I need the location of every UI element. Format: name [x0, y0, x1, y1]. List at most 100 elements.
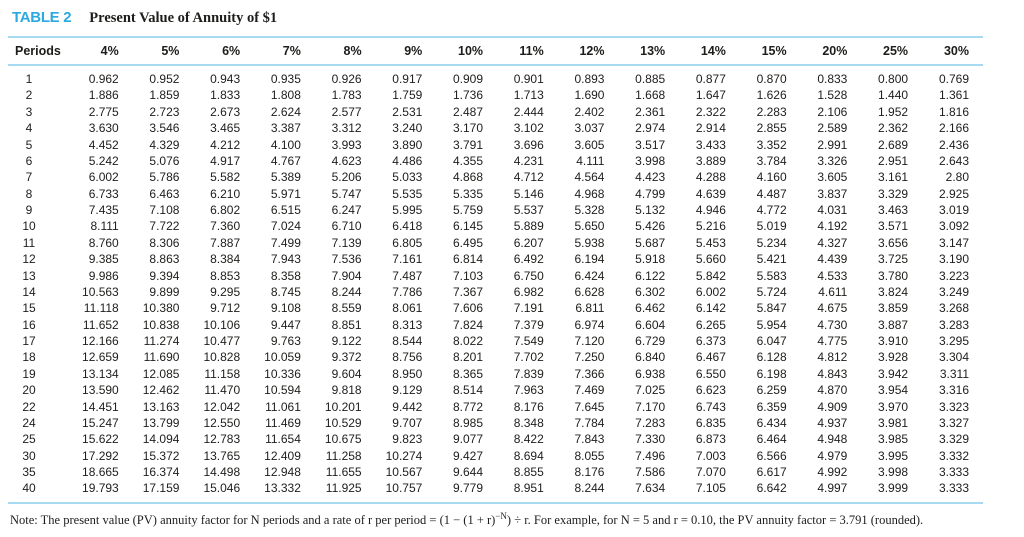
value-cell: 6.938	[635, 366, 666, 381]
value-cell: 7.283	[635, 415, 666, 430]
column-header-rate: 8%	[314, 36, 376, 66]
value-cell: 5.971	[270, 186, 301, 201]
value-cell: 3.147	[938, 235, 969, 250]
value-cell: 5.535	[392, 186, 423, 201]
value-cell: 1.440	[878, 88, 909, 103]
value-cell: 3.333	[938, 481, 969, 496]
value-cell: 5.583	[756, 268, 787, 283]
value-cell: 11.690	[143, 350, 180, 365]
value-cell: 3.656	[878, 235, 909, 250]
value-cell: 11.061	[265, 399, 301, 414]
period-cell: 20	[22, 383, 36, 398]
value-cell: 6.729	[635, 334, 666, 348]
table-row: 20 13.590 12.462 11.470 10.594 9.818 9.129 8.51…	[8, 382, 983, 398]
value-cell: 1.816	[938, 104, 969, 119]
value-cell: 4.946	[695, 203, 726, 217]
value-cell: 4.772	[756, 203, 787, 217]
value-cell: 3.465	[210, 121, 241, 136]
value-cell: 4.160	[756, 170, 787, 185]
value-cell: 8.061	[392, 301, 423, 316]
value-cell: 8.544	[392, 334, 423, 348]
value-cell: 2.991	[817, 137, 848, 152]
value-cell: 13.134	[82, 366, 119, 381]
value-cell: 12.783	[203, 432, 241, 447]
value-cell: 6.604	[635, 317, 666, 332]
value-cell: 5.426	[635, 219, 666, 234]
value-cell: 2.436	[938, 137, 969, 152]
value-cell: 7.634	[635, 481, 666, 496]
value-cell: 10.563	[82, 284, 119, 299]
value-cell: 0.901	[513, 72, 544, 86]
value-cell: 5.786	[149, 170, 180, 185]
value-cell: 0.962	[88, 72, 119, 86]
value-cell: 7.499	[270, 235, 301, 250]
value-cell: 3.433	[695, 137, 726, 152]
period-cell: 24	[22, 415, 36, 430]
period-cell: 7	[25, 170, 33, 185]
period-cell: 16	[22, 317, 36, 332]
value-cell: 12.462	[142, 383, 180, 398]
value-cell: 1.713	[513, 88, 544, 103]
column-header-rate: 5%	[132, 36, 194, 66]
value-cell: 2.322	[695, 104, 726, 119]
value-cell: 3.316	[938, 383, 969, 398]
value-cell: 3.571	[878, 219, 909, 234]
value-cell: 9.385	[88, 252, 119, 267]
value-cell: 12.550	[203, 415, 241, 430]
value-cell: 8.772	[453, 399, 484, 414]
value-cell: 1.859	[149, 88, 180, 103]
value-cell: 8.111	[90, 219, 119, 234]
value-cell: 8.176	[513, 399, 544, 414]
value-cell: 5.132	[635, 203, 666, 217]
value-cell: 9.779	[453, 481, 484, 496]
value-cell: 7.108	[149, 203, 180, 217]
column-header-rate: 25%	[861, 36, 923, 66]
value-cell: 8.855	[513, 465, 544, 479]
value-cell: 4.812	[817, 350, 848, 365]
value-cell: 4.329	[149, 137, 180, 152]
value-cell: 4.639	[695, 186, 726, 201]
value-cell: 9.447	[270, 317, 301, 332]
value-cell: 2.643	[938, 153, 969, 168]
value-cell: 7.170	[635, 399, 666, 414]
value-cell: 4.533	[817, 268, 848, 283]
value-cell: 0.870	[756, 72, 787, 86]
value-cell: 4.212	[210, 137, 241, 152]
value-cell: 4.031	[817, 203, 848, 217]
value-cell: 7.784	[574, 415, 605, 430]
value-cell: 7.330	[635, 432, 666, 447]
value-cell: 14.498	[203, 465, 241, 479]
table-row: 14 10.563 9.899 9.295 8.745 8.244 7.786 7.367 6.…	[8, 284, 983, 300]
value-cell: 3.329	[938, 432, 969, 447]
value-cell: 7.024	[270, 219, 301, 234]
value-cell: 4.843	[817, 366, 848, 381]
table-title: Present Value of Annuity of $1	[89, 10, 278, 26]
value-cell: 9.707	[392, 415, 423, 430]
value-cell: 7.191	[513, 301, 544, 316]
value-cell: 5.033	[392, 170, 423, 185]
value-cell: 1.833	[210, 88, 241, 103]
value-cell: 19.793	[82, 481, 119, 496]
value-cell: 5.234	[756, 235, 787, 250]
value-cell: 3.333	[938, 465, 969, 479]
value-cell: 10.059	[264, 350, 301, 365]
value-cell: 11.158	[204, 366, 241, 381]
table-row: 6 5.242 5.076 4.917 4.767 4.623 4.486 4.355 4.23…	[8, 153, 983, 169]
value-cell: 3.223	[938, 268, 969, 283]
value-cell: 12.659	[82, 350, 119, 365]
value-cell: 8.055	[574, 448, 605, 463]
value-cell: 3.605	[817, 170, 848, 185]
value-cell: 10.828	[203, 350, 241, 365]
value-cell: 8.358	[270, 268, 301, 283]
table-row: 40 19.793 17.159 15.046 13.332 11.925 10.757 9.…	[8, 481, 983, 504]
value-cell: 0.952	[149, 72, 180, 86]
value-cell: 4.231	[513, 153, 544, 168]
value-cell: 4.487	[756, 186, 787, 201]
period-cell: 22	[22, 399, 36, 414]
table-row: 4 3.630 3.546 3.465 3.387 3.312 3.240 3.170 3.10…	[8, 120, 983, 136]
table-row: 30 17.292 15.372 13.765 12.409 11.258 10.274 9.…	[8, 448, 983, 464]
value-cell: 2.487	[453, 104, 484, 119]
column-header-rate: 20%	[800, 36, 862, 66]
table-caption: TABLE 2 Present Value of Annuity of $1	[8, 5, 1024, 36]
